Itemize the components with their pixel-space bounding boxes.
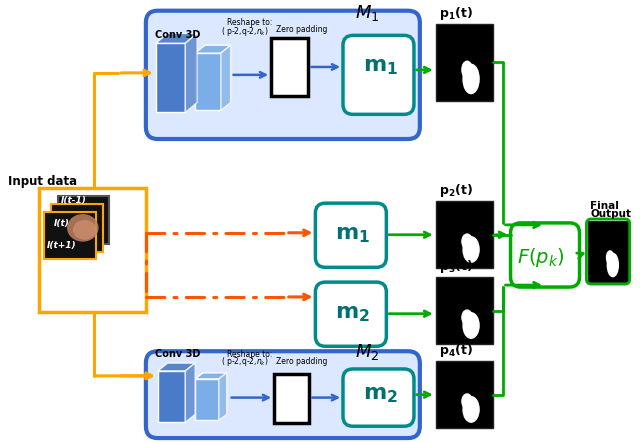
Polygon shape: [157, 363, 195, 371]
Bar: [588, 221, 628, 282]
Polygon shape: [186, 363, 195, 422]
Text: Input data: Input data: [8, 175, 77, 188]
Text: I(t+1): I(t+1): [47, 241, 77, 249]
Text: $\mathit{F}(\mathit{p_k})$: $\mathit{F}(\mathit{p_k})$: [517, 246, 565, 269]
Bar: [436, 201, 493, 268]
Text: $\mathbf{m_2}$: $\mathbf{m_2}$: [363, 385, 397, 404]
Polygon shape: [186, 33, 197, 113]
Bar: [44, 212, 95, 260]
Text: $\mathbf{p_4(t)}$: $\mathbf{p_4(t)}$: [438, 342, 472, 359]
Ellipse shape: [463, 313, 479, 338]
Polygon shape: [195, 45, 230, 53]
Bar: [58, 196, 109, 244]
Ellipse shape: [462, 394, 472, 409]
Bar: [436, 277, 493, 344]
Polygon shape: [219, 373, 227, 420]
Text: $\mathbf{m_1}$: $\mathbf{m_1}$: [335, 225, 370, 245]
FancyBboxPatch shape: [343, 369, 414, 426]
Text: $M_1$: $M_1$: [355, 3, 380, 23]
Ellipse shape: [462, 61, 472, 78]
Ellipse shape: [463, 64, 479, 93]
Text: Zero padding: Zero padding: [276, 357, 327, 366]
Bar: [40, 188, 146, 312]
Ellipse shape: [462, 310, 472, 325]
Ellipse shape: [73, 220, 97, 240]
Text: $\mathbf{m_1}$: $\mathbf{m_1}$: [363, 57, 397, 77]
Text: $M_2$: $M_2$: [355, 342, 379, 362]
FancyBboxPatch shape: [146, 351, 420, 438]
Ellipse shape: [462, 234, 472, 249]
Polygon shape: [195, 379, 219, 420]
Text: I(t): I(t): [54, 219, 70, 228]
FancyBboxPatch shape: [316, 203, 387, 267]
Text: Final: Final: [590, 201, 620, 211]
FancyBboxPatch shape: [316, 282, 387, 346]
Text: I(t-1): I(t-1): [61, 196, 87, 205]
Text: Zero padding: Zero padding: [276, 26, 327, 35]
Text: $\mathbf{m_2}$: $\mathbf{m_2}$: [335, 304, 370, 324]
FancyBboxPatch shape: [511, 223, 580, 287]
Ellipse shape: [463, 396, 479, 422]
Polygon shape: [156, 33, 197, 43]
Text: Reshape to:: Reshape to:: [227, 350, 272, 359]
Text: Conv 3D: Conv 3D: [155, 30, 200, 40]
FancyBboxPatch shape: [343, 35, 414, 114]
Text: $\mathbf{p_3(t)}$: $\mathbf{p_3(t)}$: [438, 258, 472, 275]
Polygon shape: [156, 43, 186, 113]
Bar: [274, 374, 310, 423]
Polygon shape: [195, 53, 221, 110]
Ellipse shape: [67, 214, 99, 241]
Polygon shape: [221, 45, 230, 110]
Polygon shape: [157, 371, 186, 422]
Bar: [271, 39, 308, 96]
Text: $\mathbf{p_2(t)}$: $\mathbf{p_2(t)}$: [438, 182, 472, 199]
Bar: [436, 23, 493, 101]
Polygon shape: [195, 373, 227, 379]
Text: Output: Output: [590, 209, 632, 219]
Ellipse shape: [607, 253, 618, 276]
Bar: [51, 204, 102, 252]
Text: $\mathbf{p_1(t)}$: $\mathbf{p_1(t)}$: [438, 4, 472, 22]
Ellipse shape: [463, 237, 479, 262]
FancyBboxPatch shape: [146, 11, 420, 139]
Ellipse shape: [607, 251, 614, 264]
Bar: [436, 361, 493, 428]
Text: ( p-2,q-2,$n_k$): ( p-2,q-2,$n_k$): [221, 355, 268, 368]
Text: Conv 3D: Conv 3D: [155, 349, 200, 359]
Text: ( p-2,q-2,$n_k$): ( p-2,q-2,$n_k$): [221, 26, 268, 39]
Text: Reshape to:: Reshape to:: [227, 18, 272, 27]
